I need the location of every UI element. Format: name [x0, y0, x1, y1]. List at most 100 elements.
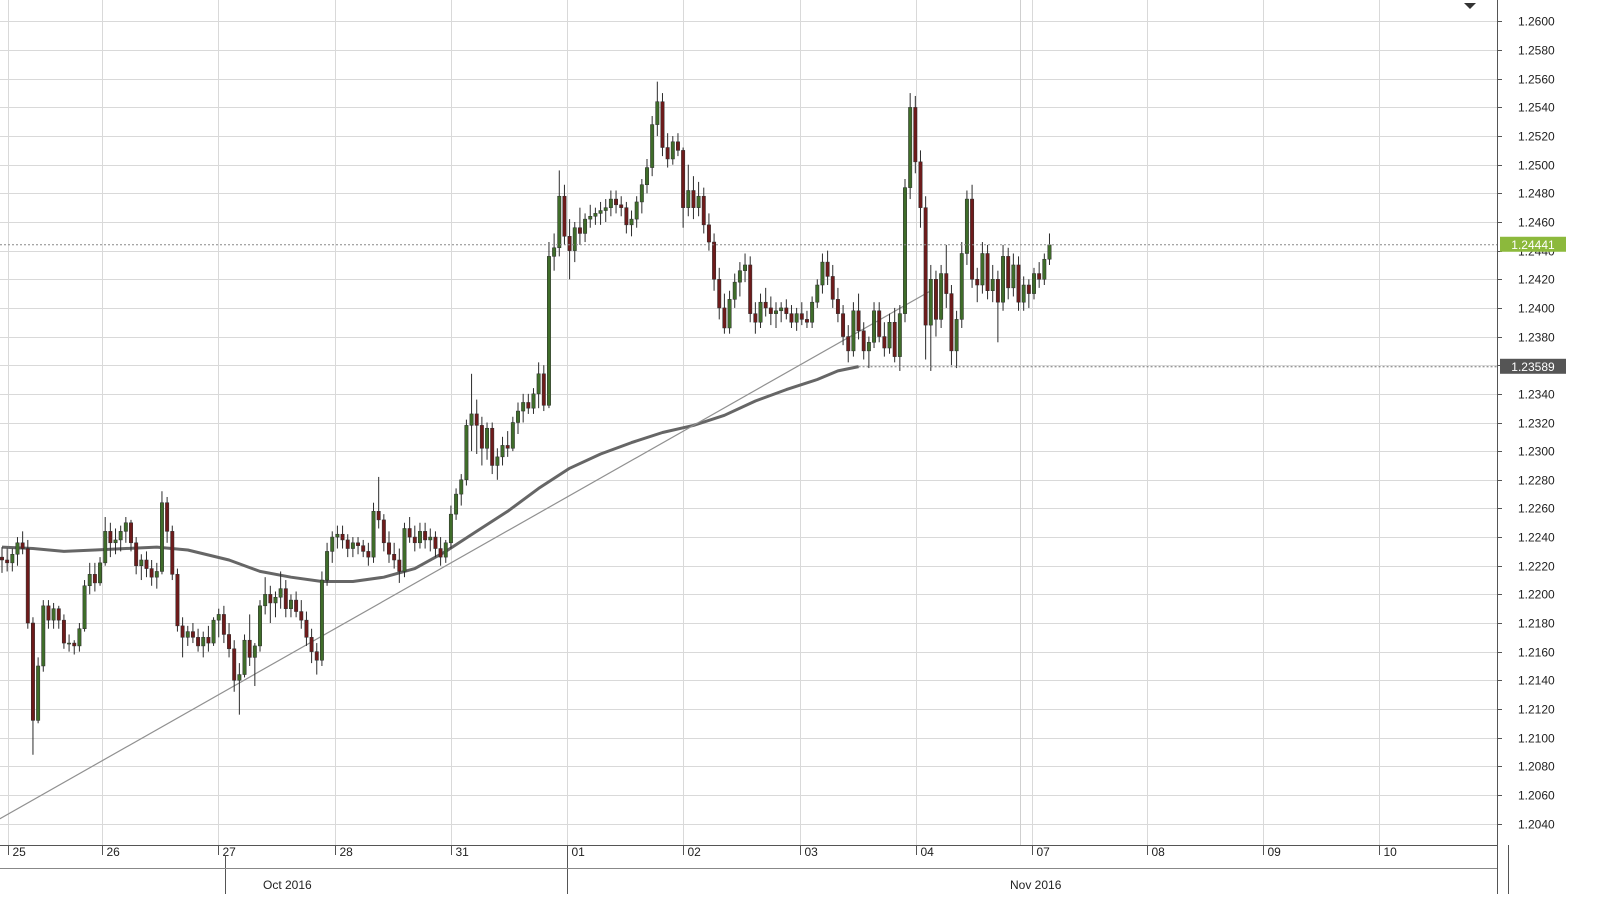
- y-tick-label: 1.2580: [1518, 44, 1555, 58]
- candle: [794, 307, 799, 331]
- candle: [541, 365, 546, 412]
- candle: [985, 244, 990, 300]
- candle: [753, 302, 758, 334]
- candle: [381, 514, 386, 552]
- candle: [743, 253, 747, 283]
- candle-body: [448, 513, 453, 544]
- candle: [650, 116, 655, 177]
- candle: [779, 302, 784, 323]
- candle-body: [252, 645, 257, 658]
- candle: [567, 219, 572, 280]
- candle-body: [190, 631, 195, 638]
- candle-body: [134, 542, 139, 566]
- candle: [350, 537, 355, 558]
- candle: [547, 242, 551, 409]
- candle: [495, 448, 500, 480]
- candle-body: [830, 276, 835, 300]
- candle: [211, 617, 216, 646]
- candle: [887, 313, 892, 354]
- candle-body: [144, 559, 149, 569]
- candle: [908, 93, 913, 200]
- candle: [701, 187, 706, 234]
- candle-body: [268, 594, 273, 604]
- candle-body: [356, 542, 360, 546]
- candle-body: [454, 493, 459, 515]
- candle: [784, 299, 789, 320]
- candle: [268, 585, 273, 624]
- candle-body: [805, 319, 809, 323]
- candle: [655, 81, 660, 137]
- candle-body: [541, 373, 546, 406]
- candle: [56, 605, 61, 629]
- candle-body: [810, 301, 815, 323]
- candle: [552, 233, 557, 271]
- candle-body: [521, 402, 526, 412]
- candle: [758, 293, 763, 328]
- candle-body: [934, 279, 938, 320]
- candle-body: [789, 313, 794, 323]
- candle: [903, 179, 907, 323]
- candle-body: [330, 536, 335, 552]
- price-label-box: [1500, 358, 1566, 374]
- candle: [330, 531, 335, 563]
- candle-body: [598, 210, 603, 214]
- candle-body: [387, 542, 391, 555]
- candle: [82, 580, 87, 632]
- candle-body: [774, 310, 778, 314]
- candle-body: [897, 313, 902, 357]
- candle-body: [1021, 284, 1026, 303]
- candle-body: [381, 519, 386, 544]
- price-labels: 1.24441 1.23589: [0, 236, 1566, 374]
- candle-body: [639, 184, 644, 203]
- candle-body: [583, 218, 588, 234]
- price-label-box: [1500, 236, 1566, 252]
- candle: [31, 617, 35, 755]
- candle: [665, 133, 670, 168]
- candle-body: [206, 637, 211, 644]
- candle-body: [552, 247, 557, 257]
- candle-body: [908, 107, 913, 188]
- candle-body: [892, 321, 897, 357]
- candle: [526, 393, 531, 414]
- candle-body: [964, 198, 969, 254]
- candle-body: [531, 393, 536, 409]
- x-tick-label: 31: [456, 845, 470, 859]
- candle-body: [841, 313, 846, 337]
- candle-body: [526, 402, 531, 409]
- candle: [583, 213, 588, 243]
- candle: [242, 634, 247, 678]
- candle: [990, 264, 995, 303]
- candle: [0, 547, 4, 573]
- candle-body: [82, 585, 87, 629]
- y-tick-label: 1.2380: [1518, 331, 1555, 345]
- month-label: Nov 2016: [1010, 878, 1062, 892]
- candle-body: [634, 201, 639, 220]
- candle-body: [103, 531, 108, 564]
- candle-body: [371, 511, 376, 558]
- candle-body: [727, 299, 732, 329]
- candle-body: [423, 531, 428, 541]
- candle-body: [242, 639, 247, 675]
- candle-body: [629, 218, 634, 226]
- candle-body: [825, 261, 830, 277]
- candle-body: [1016, 264, 1021, 303]
- candle-body: [170, 531, 175, 575]
- candle: [314, 643, 319, 675]
- candle: [820, 253, 825, 294]
- candle-body: [923, 207, 928, 326]
- candle-body: [113, 539, 118, 544]
- candle: [309, 628, 314, 664]
- candle: [459, 474, 464, 506]
- candle-body: [547, 256, 551, 406]
- candle: [660, 93, 665, 157]
- candle-body: [123, 522, 128, 532]
- candle: [221, 605, 226, 644]
- candle-body: [325, 551, 330, 581]
- candle: [1001, 244, 1005, 311]
- candle-body: [799, 313, 804, 320]
- candle: [686, 164, 691, 217]
- candle-body: [51, 608, 56, 621]
- candle: [180, 617, 185, 658]
- candle-body: [516, 410, 520, 423]
- candle-body: [856, 310, 861, 332]
